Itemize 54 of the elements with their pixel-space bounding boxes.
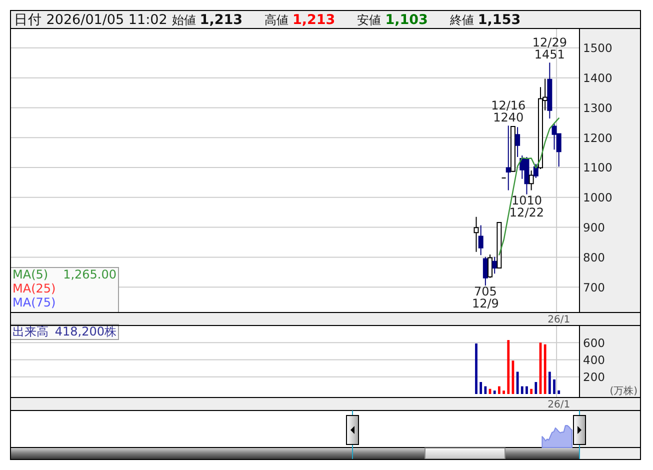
bar	[498, 386, 500, 394]
text: MA(5)	[12, 268, 48, 282]
candlestick	[492, 256, 498, 274]
text: 始値 1,213 高値 1,213 安値 1,103 終値 1,153	[172, 12, 521, 28]
text: 出来高	[12, 324, 48, 338]
candlestick	[533, 163, 538, 178]
bar	[530, 388, 533, 394]
bar	[548, 372, 551, 394]
legend-label: MA(25)	[12, 282, 56, 296]
y-tick-label: 900	[583, 220, 605, 234]
bar	[534, 382, 538, 394]
annotation: 1010 12/22	[509, 193, 544, 220]
bar	[544, 344, 546, 394]
x-tick-label: 26/1	[548, 314, 570, 326]
bar	[475, 343, 478, 394]
bar	[484, 386, 487, 394]
candlestick	[547, 62, 552, 119]
bar	[502, 390, 505, 394]
y-tick-label: 400	[583, 352, 605, 367]
y-tick-label: 1400	[583, 71, 612, 86]
annotation: 1,265.00	[63, 268, 116, 282]
candlestick	[528, 170, 534, 191]
bar	[553, 379, 556, 394]
bar	[526, 386, 528, 394]
bar	[480, 382, 482, 394]
candlestick	[506, 125, 511, 191]
annotation: 12/16 1240	[491, 98, 526, 125]
candlestick	[478, 224, 484, 256]
y-tick-label: 800	[583, 250, 605, 264]
candlestick	[496, 222, 502, 268]
annotation: 418,200株	[54, 324, 116, 338]
candlestick	[515, 126, 520, 158]
y-tick-label: 700	[583, 280, 605, 294]
bar	[558, 390, 560, 394]
candlestick	[488, 254, 493, 278]
bar	[520, 386, 524, 394]
x-tick-label: 26/1	[548, 400, 570, 411]
y-tick-label: 1000	[583, 190, 612, 205]
y-tick-label: 1100	[583, 160, 612, 175]
candlestick	[474, 216, 479, 252]
y-tick-label: 1500	[583, 41, 612, 56]
y-axis-title: (万株)	[610, 385, 638, 397]
y-tick-label: 1200	[583, 130, 612, 145]
legend-label: MA(75)	[12, 296, 56, 310]
annotation: 12/29 1451	[532, 36, 567, 62]
candlestick	[510, 125, 516, 172]
candlestick	[482, 256, 488, 286]
y-tick-label: 600	[583, 336, 605, 350]
y-tick-label: 200	[583, 370, 605, 384]
y-tick-label: 1300	[583, 100, 612, 115]
chart-title: 日付 2026/01/05 11:02	[14, 12, 168, 28]
annotation: 705 12/9	[472, 284, 499, 311]
bar	[493, 390, 496, 394]
bar	[507, 340, 510, 394]
